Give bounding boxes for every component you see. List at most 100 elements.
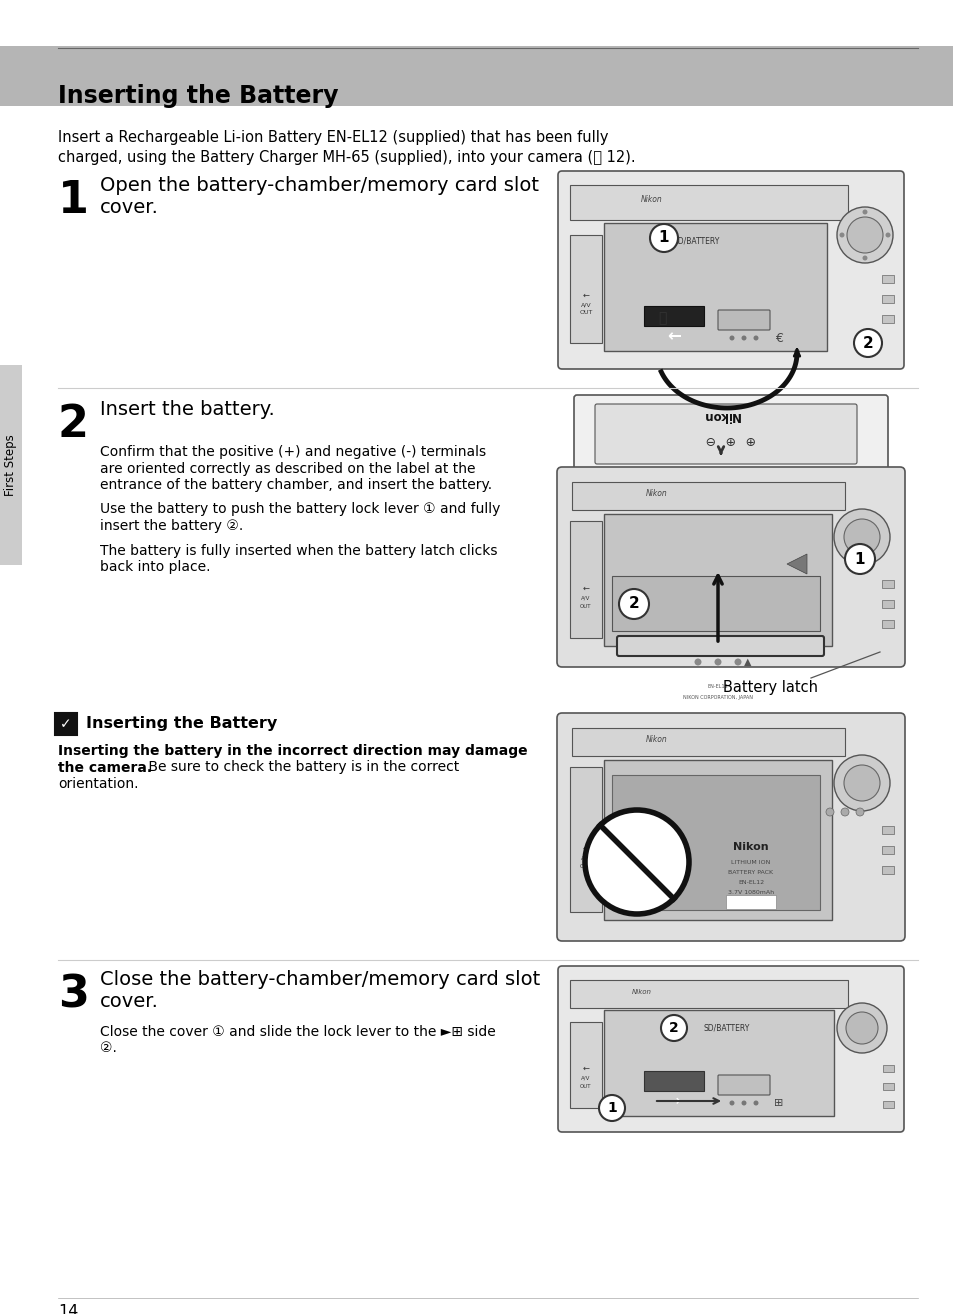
Text: LITHIUM ION: LITHIUM ION	[731, 859, 770, 865]
Text: Nikon: Nikon	[631, 989, 651, 995]
Bar	[569, 767, 601, 912]
Circle shape	[598, 1095, 624, 1121]
Text: Insert the battery.: Insert the battery.	[100, 399, 274, 419]
Text: ←: ←	[582, 290, 589, 300]
FancyBboxPatch shape	[574, 396, 887, 473]
Text: 2: 2	[628, 597, 639, 611]
Text: are oriented correctly as described on the label at the: are oriented correctly as described on t…	[100, 461, 475, 476]
Text: ⊕: ⊕	[723, 434, 734, 447]
Bar	[603, 1010, 833, 1116]
Bar	[725, 895, 775, 909]
Circle shape	[833, 756, 889, 811]
Circle shape	[729, 335, 734, 340]
Circle shape	[853, 328, 882, 357]
Text: 14: 14	[58, 1305, 78, 1314]
Circle shape	[862, 255, 866, 260]
FancyBboxPatch shape	[558, 171, 903, 369]
Text: ⊕: ⊕	[743, 434, 754, 447]
FancyBboxPatch shape	[55, 714, 77, 735]
Circle shape	[649, 223, 678, 252]
Text: 3: 3	[58, 972, 89, 1016]
Text: ✓: ✓	[60, 717, 71, 731]
Circle shape	[844, 544, 874, 574]
Circle shape	[846, 217, 882, 254]
Text: OUT: OUT	[579, 863, 591, 869]
Text: Inserting the battery in the incorrect direction may damage: Inserting the battery in the incorrect d…	[58, 744, 527, 758]
Bar	[569, 235, 601, 343]
Circle shape	[884, 233, 889, 238]
Text: ⧖: ⧖	[658, 311, 665, 325]
Bar	[882, 579, 893, 587]
Bar	[882, 1083, 893, 1091]
Text: Be sure to check the battery is in the correct: Be sure to check the battery is in the c…	[144, 761, 458, 774]
Bar	[882, 866, 893, 874]
Bar	[643, 1071, 703, 1091]
Bar	[882, 1101, 893, 1108]
FancyBboxPatch shape	[557, 466, 904, 668]
Text: ②.: ②.	[100, 1042, 117, 1055]
Bar	[572, 482, 844, 510]
Text: insert the battery ②.: insert the battery ②.	[100, 519, 243, 533]
Text: A/V: A/V	[580, 1075, 590, 1080]
Circle shape	[729, 1101, 734, 1105]
Circle shape	[660, 1014, 686, 1041]
Bar	[569, 1022, 601, 1108]
Text: Nikon: Nikon	[645, 736, 667, 745]
Circle shape	[825, 808, 833, 816]
Bar	[882, 275, 893, 283]
Text: EN-EL12: EN-EL12	[738, 879, 763, 884]
Circle shape	[833, 509, 889, 565]
Bar	[882, 620, 893, 628]
Circle shape	[584, 809, 688, 915]
Circle shape	[734, 658, 740, 665]
Text: orientation.: orientation.	[58, 777, 138, 791]
FancyBboxPatch shape	[718, 310, 769, 330]
Circle shape	[740, 1101, 745, 1105]
Text: Confirm that the positive (+) and negative (-) terminals: Confirm that the positive (+) and negati…	[100, 445, 486, 459]
Text: A/V: A/V	[580, 595, 590, 600]
FancyBboxPatch shape	[718, 1075, 769, 1095]
Bar	[0, 46, 953, 106]
Bar	[572, 728, 844, 756]
Circle shape	[843, 765, 879, 802]
Circle shape	[836, 1003, 886, 1053]
Text: NIKON CORPORATION, JAPAN: NIKON CORPORATION, JAPAN	[682, 695, 752, 700]
Text: charged, using the Battery Charger MH-65 (supplied), into your camera (Ⓜ 12).: charged, using the Battery Charger MH-65…	[58, 150, 635, 166]
Text: →: →	[667, 1095, 679, 1108]
Circle shape	[839, 233, 843, 238]
Text: SD/BATTERY: SD/BATTERY	[703, 1024, 749, 1033]
Text: Open the battery-chamber/memory card slot: Open the battery-chamber/memory card slo…	[100, 176, 538, 194]
Bar	[612, 775, 820, 911]
Text: ←: ←	[582, 583, 589, 593]
Polygon shape	[786, 555, 806, 574]
Bar	[882, 600, 893, 608]
Circle shape	[862, 209, 866, 214]
Text: entrance of the battery chamber, and insert the battery.: entrance of the battery chamber, and ins…	[100, 478, 492, 491]
Circle shape	[843, 519, 879, 555]
Bar	[882, 1066, 893, 1072]
Text: 1: 1	[606, 1101, 617, 1116]
Circle shape	[836, 208, 892, 263]
FancyBboxPatch shape	[557, 714, 904, 941]
Text: 1: 1	[659, 230, 669, 246]
Text: Close the battery-chamber/memory card slot: Close the battery-chamber/memory card sl…	[100, 970, 539, 989]
Circle shape	[841, 808, 848, 816]
Text: Inserting the Battery: Inserting the Battery	[86, 716, 277, 731]
FancyBboxPatch shape	[595, 403, 856, 464]
Text: Nikon: Nikon	[733, 842, 768, 851]
Bar	[612, 576, 820, 631]
Text: OUT: OUT	[579, 603, 591, 608]
Text: OUT: OUT	[578, 310, 592, 315]
Text: Nikon: Nikon	[645, 490, 667, 498]
Text: SD/BATTERY: SD/BATTERY	[673, 237, 720, 246]
Text: Battery latch: Battery latch	[722, 681, 818, 695]
Text: back into place.: back into place.	[100, 560, 211, 574]
Text: 1: 1	[854, 552, 864, 566]
Text: 3.7V 1080mAh: 3.7V 1080mAh	[727, 890, 773, 895]
Text: ←: ←	[582, 844, 589, 853]
Bar	[569, 520, 601, 639]
Text: Use the battery to push the battery lock lever ① and fully: Use the battery to push the battery lock…	[100, 502, 500, 516]
Text: Insert a Rechargeable Li-ion Battery EN-EL12 (supplied) that has been fully: Insert a Rechargeable Li-ion Battery EN-…	[58, 130, 608, 145]
Text: 2: 2	[862, 335, 872, 351]
Text: ⊞: ⊞	[774, 1099, 782, 1108]
